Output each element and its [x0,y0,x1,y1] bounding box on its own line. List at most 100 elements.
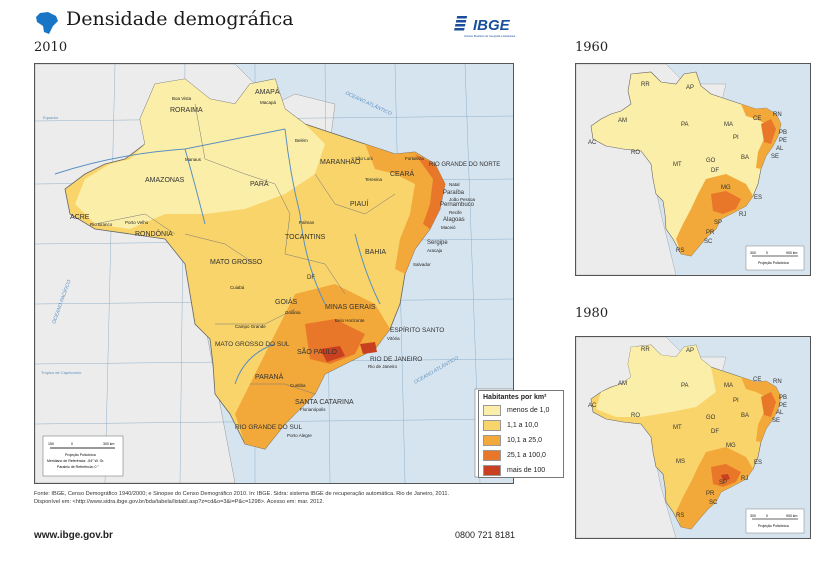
state-label: SP [714,220,722,226]
state-label: RORAIMA [170,107,203,114]
phone-number: 0800 721 8181 [455,530,516,540]
state-borders [94,103,396,395]
city-label: Recife [449,210,462,215]
legend-swatch [483,405,501,416]
city-label: Macapá [260,100,277,105]
state-label: RIO GRANDE DO NORTE [429,162,500,168]
scale-label: 300 km [103,442,115,446]
scale-label: Projeção Policônica [65,453,96,457]
state-label: Alagoas [443,217,465,223]
main-map-year: 2010 [34,40,68,55]
city-label: Teresina [365,177,383,182]
state-label: SC [704,239,713,245]
scale-label: Meridiano de Referência: -54° W. Gr. [47,459,104,463]
scale-label: 900 km [786,514,798,518]
scale-label: 300 [750,251,756,255]
state-label: MA [724,383,733,389]
city-label: Porto Velho [125,220,149,225]
state-label: ESPÍRITO SANTO [390,325,444,334]
low-density-north [75,79,325,229]
legend-item: mais de 100 [479,463,563,478]
state-label: ES [754,195,762,201]
state-label: MINAS GERAIS [325,304,376,311]
scale-label: 0 [766,251,768,255]
state-label: PB [779,130,787,136]
state-label: SC [709,500,718,506]
city-labels: Boa Vista Macapá Belém Manaus São Luís F… [90,96,476,438]
city-label: Porto Alegre [287,433,312,438]
state-label: PARANÁ [255,372,284,381]
state-label: RIO DE JANEIRO [370,356,422,363]
city-label: Palmas [299,220,315,225]
city-label: João Pessoa [449,197,476,202]
state-label: GOIÁS [275,297,298,306]
legend-swatch [483,450,501,461]
state-label: PE [779,138,787,144]
city-label: Rio Branco [90,222,113,227]
state-label: PARÁ [250,179,269,188]
map-2010-svg: RORAIMA AMAPÁ AMAZONAS PARÁ MARANHÃO CEA… [35,64,513,483]
state-label: Pernambuco [440,202,475,208]
sp-high [305,319,365,364]
state-label: RS [676,513,684,519]
se-density [235,284,390,449]
ibge-logo: IBGE Instituto Brasileiro de Geografia e… [454,16,516,38]
state-label: RS [676,248,684,254]
scale-box: 150 0 300 km Projeção Policônica Meridia… [42,435,124,477]
city-label: Manaus [185,157,202,162]
legend-swatch [483,420,501,431]
state-label: PB [779,395,787,401]
city-label: Goiânia [285,310,301,315]
legend-item: 10,1 a 25,0 [479,433,563,448]
state-label: PR [706,491,715,497]
legend-item: 25,1 a 100,0 [479,448,563,463]
state-label: Paraíba [443,190,465,196]
legend-item: menos de 1,0 [479,403,563,418]
city-label: Rio de Janeiro [368,364,398,369]
brazil-logo-icon [36,12,58,34]
state-label: AMAZONAS [145,177,185,184]
source-note: Fonte: IBGE, Censo Demográfico 1940/2000… [34,490,534,506]
website-link[interactable]: www.ibge.gov.br [34,530,113,541]
state-label: DF [711,429,719,435]
state-label: MS [676,459,685,465]
state-label: AP [686,85,694,91]
legend-swatch [483,435,501,446]
city-label: Vitória [387,336,400,341]
legend-swatch [483,465,501,476]
state-label: MG [726,443,736,449]
state-label: AP [686,348,694,354]
city-label: Cuiabá [230,285,245,290]
state-label: MARANHÃO [320,157,361,166]
city-label: Boa Vista [172,96,192,101]
state-label: MATO GROSSO [210,259,263,266]
ocean-label: OCEANO ATLÂNTICO [344,89,393,117]
state-label: MA [724,122,733,128]
page-title: Densidade demográfica [66,8,294,30]
rivers [54,128,381,385]
state-label: AC [588,140,597,146]
state-label: SP [719,480,727,486]
scale-box: 300 0 900 km Projeção Policônica [745,245,805,271]
rj-metro [360,342,377,354]
source-line-1: Fonte: IBGE, Censo Demográfico 1940/2000… [34,491,449,497]
legend-label: menos de 1,0 [507,407,550,414]
city-label: Belém [295,138,308,143]
line-label: Trópico de Capricórnio [41,370,82,375]
state-label: RIO GRANDE DO SUL [235,424,303,431]
scale-label: Paralelo de Referência: 0 ° [57,465,99,469]
state-label: RR [641,347,650,353]
ne-density [365,144,445,274]
state-label: PA [681,122,689,128]
state-label: PI [733,398,739,404]
state-label: PE [779,403,787,409]
state-label: SE [772,418,780,424]
state-labels: RORAIMA AMAPÁ AMAZONAS PARÁ MARANHÃO CEA… [70,87,500,431]
legend-title: Habitantes por km² [483,394,547,401]
state-label: RONDÔNIA [135,229,173,238]
state-label: MATO GROSSO DO SUL [215,341,290,348]
state-label: Sergipe [427,240,448,246]
state-label: RR [641,82,650,88]
state-label: AM [618,118,627,124]
state-label: PIAUÍ [350,199,368,208]
